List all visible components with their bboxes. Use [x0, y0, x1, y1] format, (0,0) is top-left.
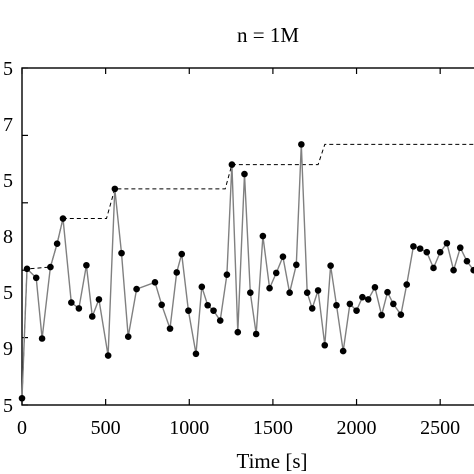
data-point — [293, 261, 300, 269]
data-point — [53, 240, 61, 247]
data-point — [88, 313, 96, 320]
y-tick-label: 5 — [3, 58, 13, 80]
measurement-series-points — [18, 141, 474, 402]
x-axis-label: Time [s] — [237, 449, 308, 473]
data-point — [185, 307, 192, 314]
data-point — [38, 335, 46, 342]
data-point — [423, 248, 431, 256]
data-point — [204, 301, 211, 309]
x-tick-label: 1500 — [253, 417, 293, 439]
y-tick-label: 7 — [3, 114, 13, 136]
data-point — [111, 185, 119, 193]
data-point — [178, 250, 186, 258]
data-point — [364, 296, 372, 303]
data-point — [32, 274, 40, 282]
data-point — [390, 300, 397, 308]
x-tick-label: 1000 — [169, 417, 209, 439]
data-point — [228, 161, 236, 168]
data-point — [59, 215, 67, 222]
y-tick-label: 9 — [3, 338, 13, 360]
data-point — [216, 317, 224, 324]
data-point — [298, 141, 305, 148]
data-point — [339, 347, 347, 355]
data-point — [192, 350, 200, 358]
data-point — [279, 253, 287, 261]
measurement-series-line — [21, 144, 474, 399]
data-point — [198, 283, 206, 291]
data-point — [397, 311, 405, 318]
data-point — [314, 287, 322, 294]
x-tick-label: 0 — [17, 417, 27, 439]
data-point — [210, 307, 217, 314]
data-point — [456, 244, 464, 252]
data-point — [272, 269, 280, 277]
data-point — [75, 305, 83, 312]
x-tick-label: 2500 — [420, 417, 460, 439]
data-point — [443, 239, 451, 247]
data-point — [118, 249, 125, 257]
data-point — [470, 266, 474, 274]
data-point — [378, 311, 385, 319]
data-point — [436, 248, 444, 256]
data-point — [286, 289, 293, 296]
chart-title: n = 1M — [237, 23, 299, 47]
plot-frame — [21, 67, 474, 406]
data-point — [23, 265, 31, 273]
data-point — [151, 279, 159, 286]
data-point — [416, 245, 424, 252]
x-tick-label: 2000 — [337, 417, 377, 439]
data-point — [321, 341, 329, 349]
data-point — [241, 170, 248, 178]
data-point — [166, 325, 174, 332]
data-point — [346, 300, 354, 308]
data-point — [266, 284, 273, 292]
data-point — [410, 243, 417, 250]
data-point — [353, 307, 360, 314]
data-point — [124, 333, 132, 341]
y-tick-label: 8 — [3, 226, 13, 248]
data-point — [234, 328, 242, 336]
data-point — [259, 232, 267, 240]
x-axis-ticks: 0 500 1000 1500 2000 2500 — [17, 68, 460, 439]
data-point — [18, 394, 26, 402]
data-point — [333, 301, 340, 309]
data-point — [430, 264, 437, 272]
data-point — [403, 281, 411, 288]
data-point — [223, 271, 231, 278]
data-point — [247, 289, 254, 296]
running-max-dashed-line — [21, 143, 474, 399]
data-point — [104, 352, 112, 359]
data-point — [450, 266, 457, 274]
y-tick-label: 5 — [3, 170, 13, 192]
data-point — [68, 299, 75, 306]
data-point — [173, 269, 181, 276]
data-point — [327, 262, 334, 270]
data-point — [303, 289, 311, 296]
data-point — [47, 263, 54, 271]
y-axis-ticks: 5 9 5 8 5 7 5 — [3, 58, 28, 417]
data-point — [359, 293, 366, 301]
data-point — [133, 285, 140, 293]
y-tick-label: 5 — [3, 282, 13, 304]
x-tick-label: 500 — [91, 417, 121, 439]
data-point — [83, 261, 90, 269]
data-point — [463, 257, 471, 265]
data-point — [252, 330, 260, 338]
data-point — [308, 305, 316, 312]
data-point — [371, 283, 379, 291]
data-point — [384, 288, 391, 296]
y-tick-label: 5 — [3, 395, 13, 417]
data-point — [158, 301, 165, 309]
data-point — [95, 296, 103, 303]
